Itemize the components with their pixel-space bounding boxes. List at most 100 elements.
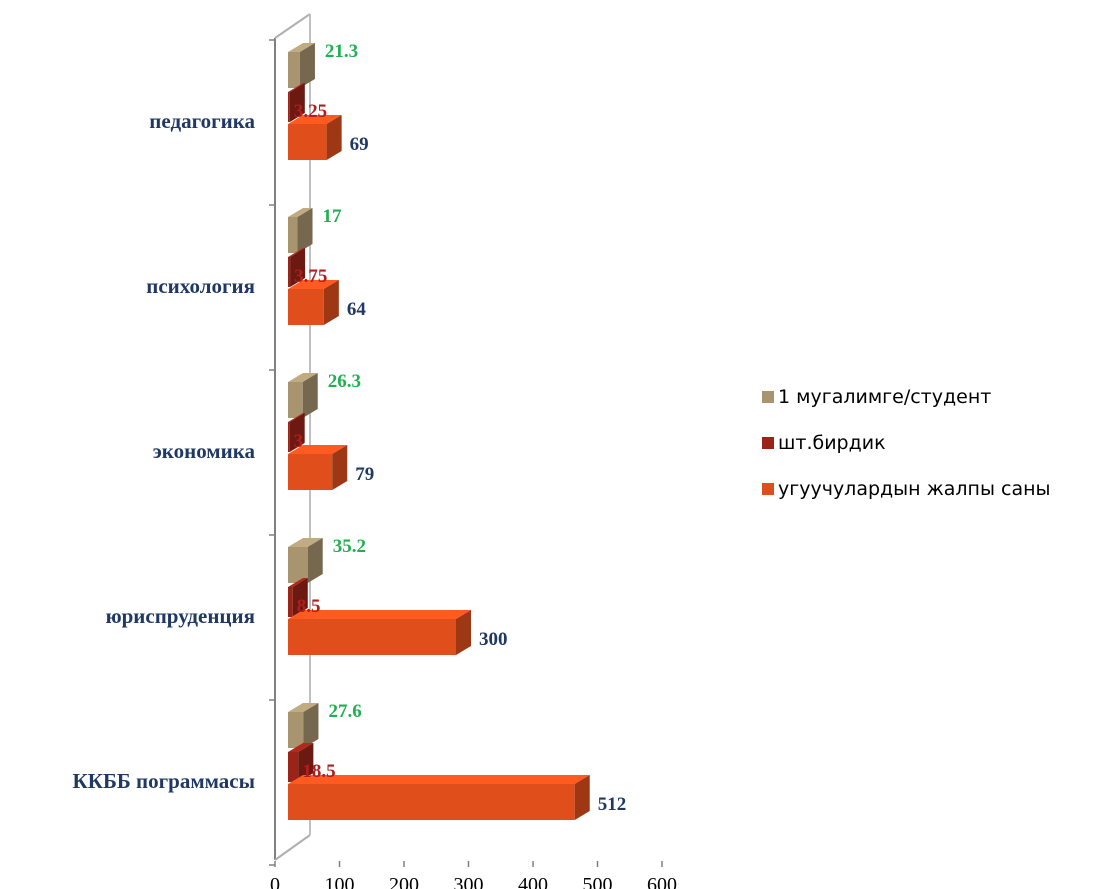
bar-side [326,115,342,160]
x-tick-label: 200 [389,874,419,889]
bar-side [323,280,339,325]
category-labels: педагогика психология экономика юриспруденц… [73,109,256,793]
bar-2-2 [288,445,348,490]
bar-front [288,454,333,490]
bar-side [456,610,471,655]
value-label: 69 [350,134,369,155]
x-tick-label: 0 [270,874,280,889]
chart-bars [288,43,590,820]
bar-side [332,445,348,490]
value-label: 512 [598,794,627,815]
value-label: 27.6 [328,701,361,722]
bar-top [288,43,315,52]
bar-top [288,248,306,257]
x-tick-label: 100 [325,874,355,889]
bar-front [288,382,303,418]
bar-top [288,775,590,784]
bar-top [288,83,305,92]
bar-front [288,619,456,655]
bar-front [288,92,290,122]
bar-1-1 [288,248,306,287]
bar-top [288,610,471,619]
bar-2-0 [288,115,342,160]
x-tick-label: 500 [583,874,613,889]
bar-front [288,422,290,452]
x-tick-label: 600 [647,874,677,889]
back-wall-top-edge [274,13,311,39]
value-label: 17 [323,206,343,227]
value-label: 8.5 [297,596,321,617]
bar-0-4 [288,703,319,748]
bar-side [303,703,319,748]
bar-0-0 [288,43,315,88]
bar-side [289,83,305,122]
category-label: психология [146,274,255,298]
bar-1-3 [288,578,308,617]
bar-side [289,413,305,452]
bar-front [288,547,308,583]
bar-front [288,752,299,782]
bar-1-4 [288,743,314,782]
category-label: экономика [153,439,256,463]
value-label: 3 [294,431,304,452]
bar-side [574,775,590,820]
chart-legend: 1 мугалимге/студент шт.бирдик угуучулард… [762,386,1051,524]
legend-label-total: угуучулардын жалпы саны [778,478,1051,500]
x-axis-ticks: 0 100 200 300 400 500 600 [270,861,677,889]
x-tick-label: 400 [518,874,548,889]
value-label: 3.25 [294,101,327,122]
bar-top [288,538,323,547]
legend-label-ratio: 1 мугалимге/студент [778,386,992,408]
legend-item-total: угуучулардын жалпы саны [762,478,1051,500]
legend-swatch-total [762,483,774,495]
bar-front [288,52,300,88]
bar-front [288,217,298,253]
bar-top [288,115,342,124]
category-label: ККББ пограммасы [73,769,255,793]
floor-edge [274,834,311,861]
bar-side [299,43,315,88]
bar-side [307,538,323,583]
category-label: юриспруденция [106,604,255,628]
bar-top [288,280,339,289]
bar-top [288,743,314,752]
bar-side [297,208,313,253]
legend-swatch-staff [762,437,774,449]
bar-2-1 [288,280,339,325]
bar-front [288,587,293,617]
legend-item-staff: шт.бирдик [762,432,1051,454]
bar-top [288,445,348,454]
value-label: 300 [479,629,508,650]
value-label: 3.75 [294,266,327,287]
bar-front [288,124,327,160]
bar-0-1 [288,208,313,253]
bar-2-4 [288,775,590,820]
bar-front [288,257,291,287]
bar-1-2 [288,413,305,452]
bar-0-3 [288,538,323,583]
category-label: педагогика [149,109,255,133]
bar-side [302,373,318,418]
value-label: 35.2 [333,536,366,557]
bar-top [288,373,318,382]
value-label: 64 [347,299,367,320]
value-label: 26.3 [328,371,361,392]
bar-top [288,578,308,587]
bar-top [288,703,319,712]
legend-item-ratio: 1 мугалимге/студент [762,386,1051,408]
value-label: 18.5 [302,761,335,782]
legend-label-staff: шт.бирдик [778,432,886,454]
bar-side [292,578,308,617]
bar-front [288,289,324,325]
bar-top [288,413,305,422]
bar-top [288,208,313,217]
x-tick-label: 300 [454,874,484,889]
bar-front [288,712,304,748]
bar-side [290,248,306,287]
bar-1-0 [288,83,305,122]
bar-front [288,784,575,820]
value-label: 79 [355,464,374,485]
value-label: 21.3 [325,41,358,62]
value-labels: 21.3 3.25 69 17 3.75 64 26.3 3 79 35.2 8.5 300 27.6 1… [294,41,627,815]
